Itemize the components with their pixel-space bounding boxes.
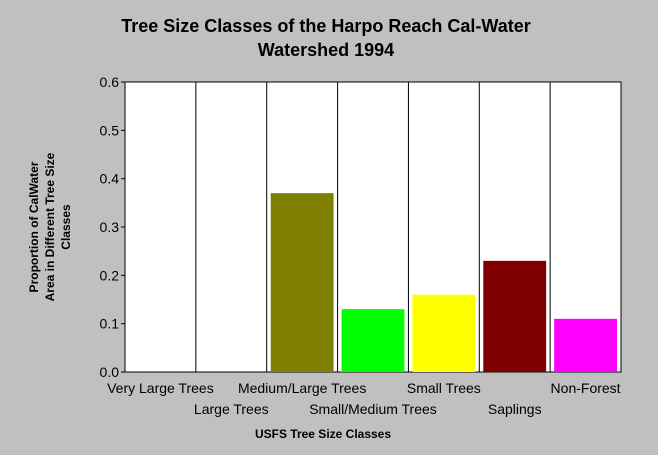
- y-tick-label: 0.2: [100, 267, 120, 283]
- x-category-label: Saplings: [488, 401, 542, 417]
- y-axis-ticks: 0.0 0.1 0.2 0.3 0.4 0.5 0.6: [100, 74, 125, 380]
- y-axis-label-line-3: Classes: [59, 204, 73, 250]
- chart-title-line-2: Watershed 1994: [258, 40, 394, 60]
- x-category-label: Medium/Large Trees: [238, 380, 366, 396]
- y-tick-label: 0.5: [100, 122, 120, 138]
- y-axis-label-line-2: Area in Different Tree Size: [43, 152, 57, 301]
- y-tick-label: 0.3: [100, 219, 120, 235]
- y-tick-label: 0.4: [100, 171, 120, 187]
- category-separators: [195, 82, 551, 372]
- x-category-label: Large Trees: [194, 401, 269, 417]
- x-axis-label: USFS Tree Size Classes: [255, 427, 391, 441]
- x-axis-category-labels: Very Large Trees Large Trees Medium/Large …: [107, 380, 621, 417]
- bar: [412, 294, 476, 372]
- y-axis-label-line-1: Proportion of CalWater: [27, 161, 41, 292]
- y-tick-label: 0.0: [100, 364, 120, 380]
- bar: [341, 309, 405, 372]
- y-axis-label: Proportion of CalWater Area in Different…: [27, 152, 73, 301]
- x-category-label: Non-Forest: [551, 380, 621, 396]
- y-tick-label: 0.1: [100, 316, 120, 332]
- x-category-label: Small Trees: [407, 380, 481, 396]
- bar: [270, 193, 334, 372]
- x-category-label: Small/Medium Trees: [309, 401, 437, 417]
- x-category-label: Very Large Trees: [107, 380, 214, 396]
- bars: [270, 193, 617, 372]
- chart-title-line-1: Tree Size Classes of the Harpo Reach Cal…: [121, 16, 530, 36]
- bar: [483, 260, 547, 372]
- y-tick-label: 0.6: [100, 74, 120, 90]
- bar: [554, 318, 617, 372]
